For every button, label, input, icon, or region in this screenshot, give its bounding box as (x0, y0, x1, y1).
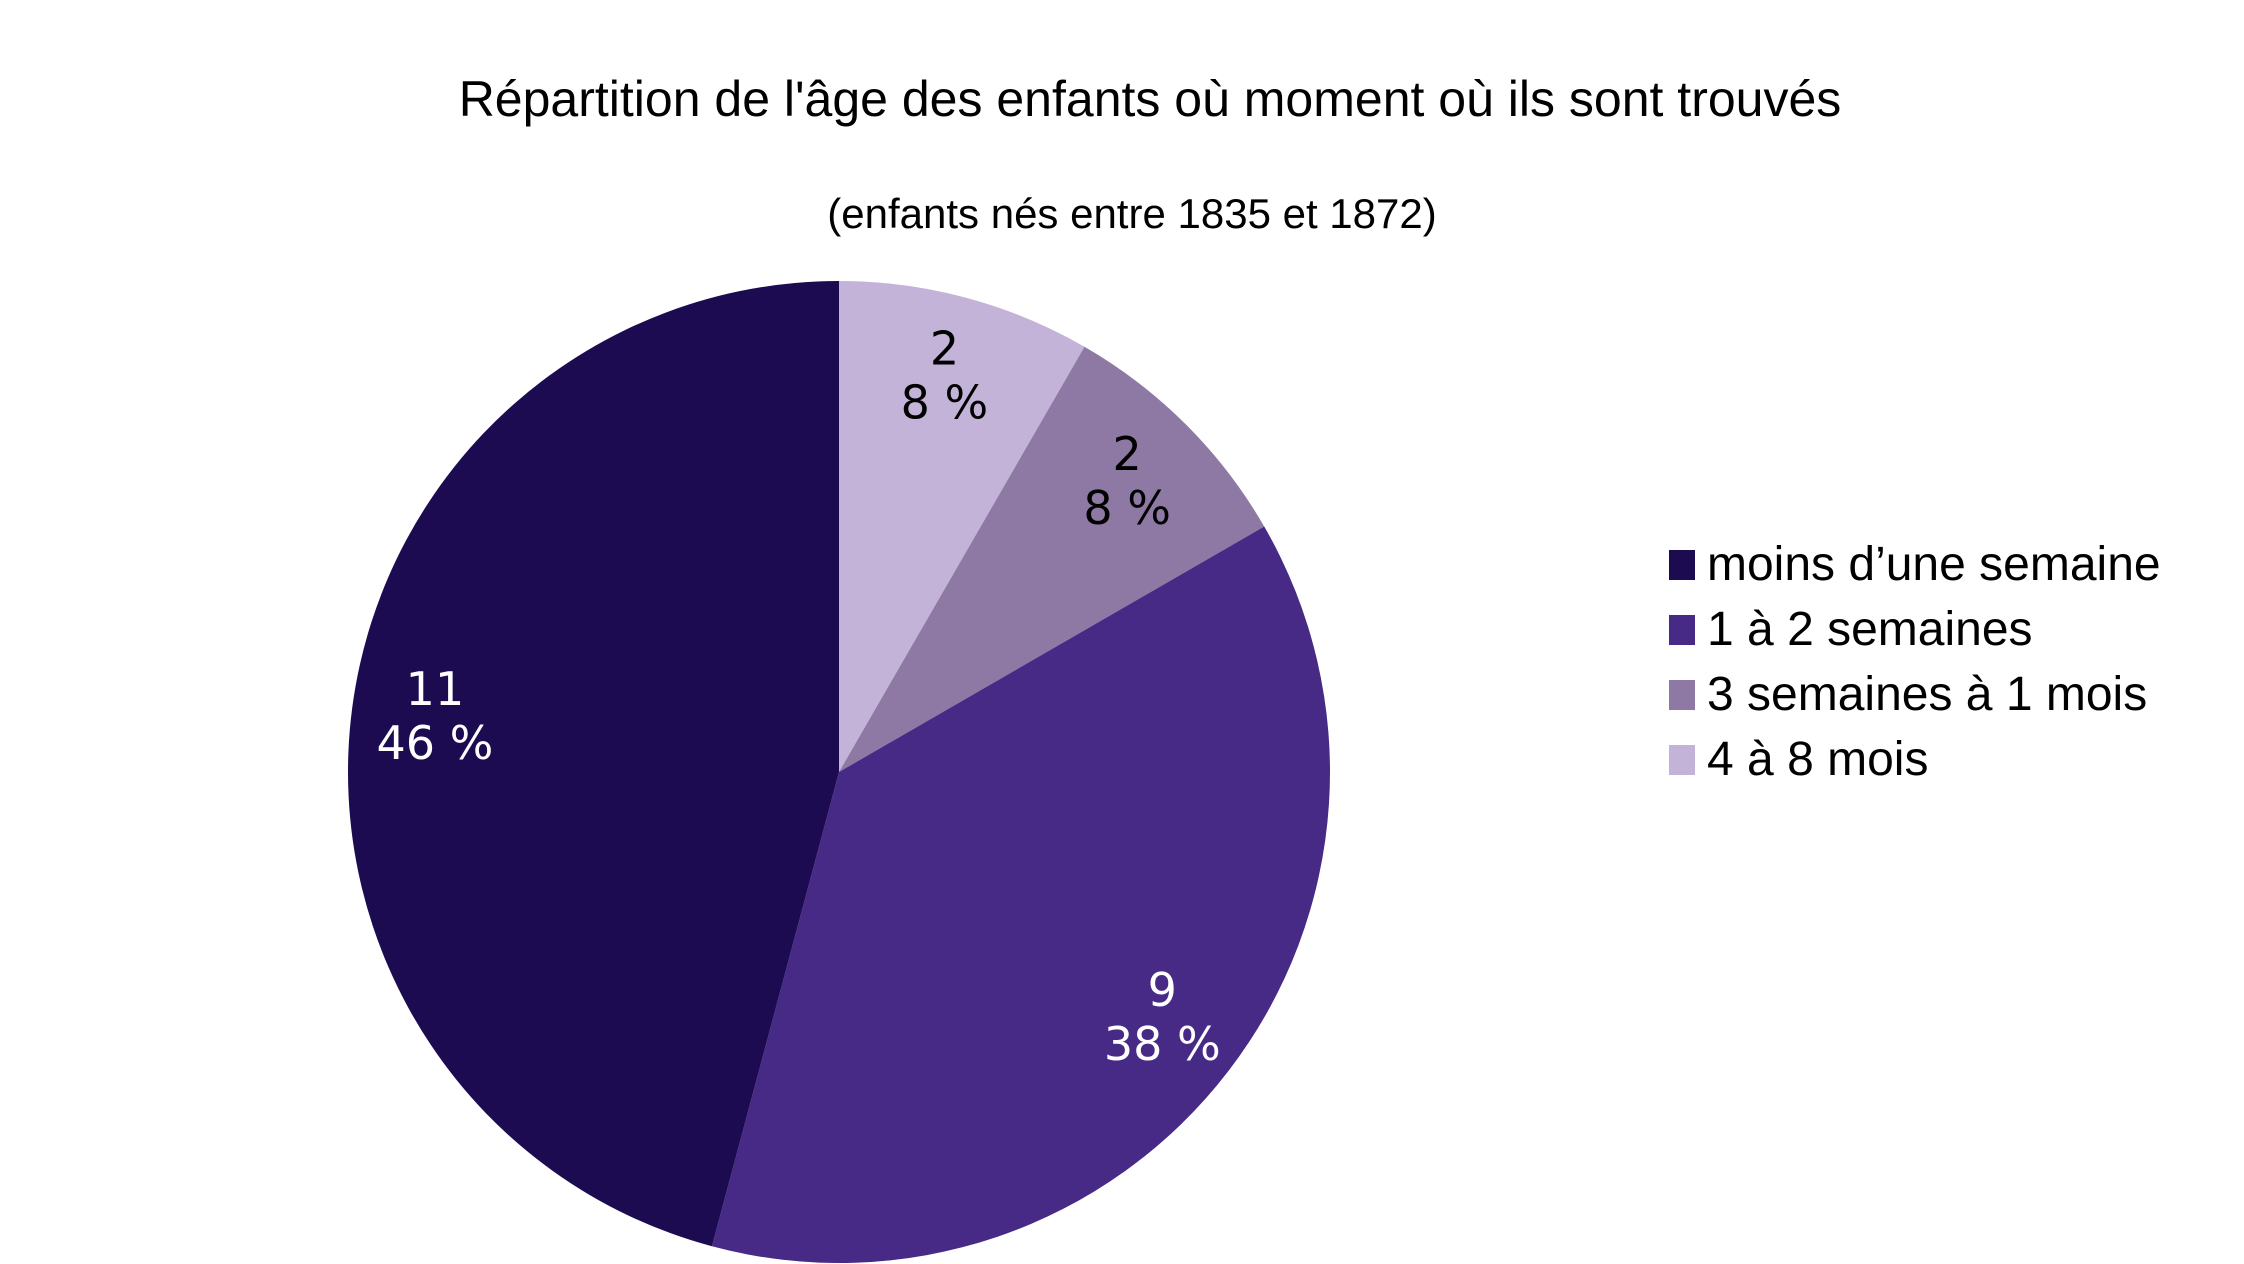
legend-label: 1 à 2 semaines (1707, 603, 2033, 656)
slice-percent-label: 8 % (1083, 481, 1171, 535)
slice-percent-label: 46 % (377, 716, 494, 770)
legend-label: 4 à 8 mois (1707, 733, 1929, 786)
slice-percent-label: 38 % (1104, 1017, 1221, 1071)
slice-value-label: 2 (930, 321, 959, 375)
legend-swatch (1669, 744, 1695, 775)
pie-slice (711, 526, 1330, 1264)
legend: moins d’une semaine 1 à 2 semaines 3 semai… (1669, 532, 2161, 792)
pie-slice (839, 281, 1085, 772)
slice-percent-label: 8 % (901, 375, 989, 429)
legend-swatch (1669, 549, 1695, 580)
pie-slice (839, 346, 1265, 772)
legend-label: moins d’une semaine (1707, 538, 2161, 591)
legend-item: moins d’une semaine (1669, 532, 2161, 597)
legend-item: 3 semaines à 1 mois (1669, 662, 2161, 727)
chart-title: Répartition de l'âge des enfants où mome… (458, 71, 1842, 127)
legend-swatch (1669, 614, 1695, 645)
legend-label: 3 semaines à 1 mois (1707, 668, 2148, 721)
legend-item: 4 à 8 mois (1669, 727, 2161, 792)
slice-value-label: 2 (1113, 427, 1142, 481)
slice-value-label: 11 (406, 662, 465, 716)
slice-value-label: 9 (1148, 963, 1177, 1017)
legend-item: 1 à 2 semaines (1669, 597, 2161, 662)
chart-subtitle: (enfants nés entre 1835 et 1872) (827, 190, 1437, 237)
legend-swatch (1669, 679, 1695, 710)
pie-slice (347, 281, 839, 1247)
